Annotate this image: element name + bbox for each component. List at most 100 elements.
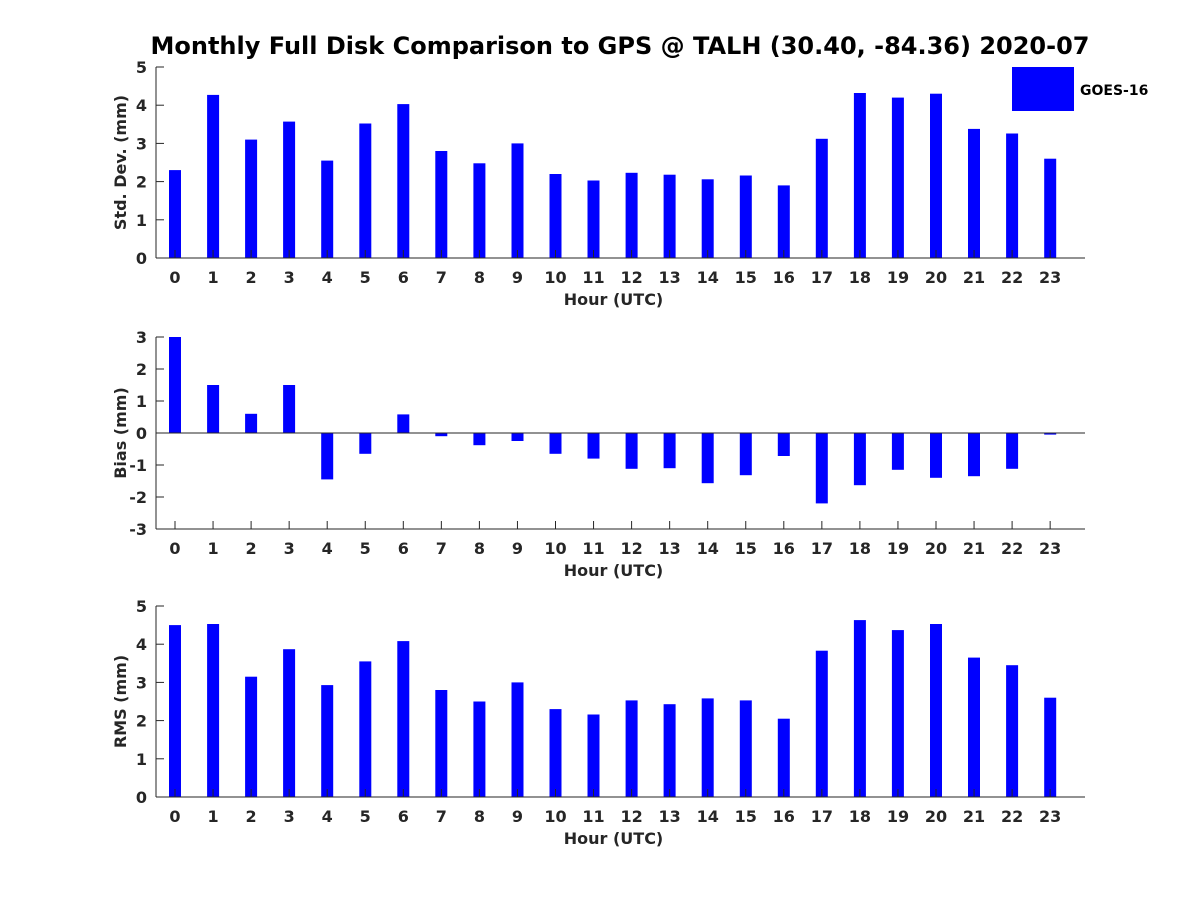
x-tick-label: 21 — [963, 807, 985, 826]
x-tick-label: 19 — [887, 539, 909, 558]
bar — [169, 625, 181, 797]
x-tick-label: 0 — [169, 539, 180, 558]
bar — [815, 433, 828, 504]
x-tick-label: 4 — [322, 268, 333, 287]
x-tick-label: 12 — [620, 807, 642, 826]
x-tick-label: 5 — [360, 268, 371, 287]
x-tick-label: 7 — [436, 807, 447, 826]
x-tick-label: 15 — [735, 807, 757, 826]
x-tick-label: 19 — [887, 268, 909, 287]
bar — [587, 180, 600, 258]
bar — [359, 433, 372, 454]
bar — [777, 718, 790, 797]
x-tick-label: 8 — [474, 807, 485, 826]
y-tick-label: 2 — [136, 360, 147, 379]
y-axis-label: Std. Dev. (mm) — [111, 95, 130, 230]
bar — [245, 676, 258, 797]
x-tick-label: 3 — [284, 268, 295, 287]
bar — [1044, 697, 1057, 797]
x-tick-label: 2 — [246, 268, 257, 287]
x-tick-label: 15 — [735, 539, 757, 558]
bar — [968, 433, 980, 477]
bar — [891, 433, 904, 470]
bar — [587, 433, 600, 459]
bar — [625, 433, 638, 469]
x-tick-label: 18 — [849, 539, 871, 558]
chart-title: Monthly Full Disk Comparison to GPS @ TA… — [151, 32, 1090, 60]
bar — [359, 123, 372, 258]
x-tick-label: 11 — [582, 807, 604, 826]
bar — [815, 138, 828, 258]
x-tick-label: 8 — [474, 268, 485, 287]
x-tick-label: 17 — [811, 268, 833, 287]
x-tick-label: 9 — [512, 268, 523, 287]
bar — [245, 413, 258, 433]
x-axis-label: Hour (UTC) — [564, 829, 664, 848]
bar — [1044, 158, 1057, 258]
x-tick-label: 23 — [1039, 539, 1061, 558]
x-tick-label: 1 — [207, 539, 218, 558]
x-tick-label: 5 — [360, 539, 371, 558]
x-tick-label: 3 — [284, 539, 295, 558]
bar — [777, 433, 790, 456]
bar — [587, 714, 600, 797]
x-tick-label: 17 — [811, 539, 833, 558]
bar — [701, 433, 714, 484]
x-tick-label: 23 — [1039, 268, 1061, 287]
x-tick-label: 6 — [398, 268, 409, 287]
x-tick-label: 3 — [284, 807, 295, 826]
bar — [701, 179, 714, 258]
bar — [739, 175, 752, 258]
bar — [169, 337, 181, 433]
y-tick-label: 5 — [136, 597, 147, 616]
bar — [1006, 665, 1019, 797]
bar — [511, 682, 524, 797]
y-axis-label: Bias (mm) — [111, 387, 130, 479]
x-tick-label: 1 — [207, 268, 218, 287]
x-tick-label: 21 — [963, 268, 985, 287]
bar — [853, 93, 866, 258]
x-tick-label: 18 — [849, 268, 871, 287]
x-tick-label: 0 — [169, 807, 180, 826]
bar — [207, 385, 220, 433]
x-tick-label: 17 — [811, 807, 833, 826]
x-tick-label: 18 — [849, 807, 871, 826]
x-tick-label: 10 — [544, 268, 566, 287]
bar — [701, 698, 714, 797]
x-tick-label: 20 — [925, 807, 947, 826]
x-tick-label: 14 — [697, 268, 719, 287]
bar — [549, 433, 562, 454]
bar — [815, 650, 828, 797]
bar — [549, 709, 562, 797]
x-tick-label: 4 — [322, 539, 333, 558]
x-tick-label: 7 — [436, 268, 447, 287]
bar — [511, 433, 524, 441]
x-tick-label: 5 — [360, 807, 371, 826]
x-tick-label: 9 — [512, 807, 523, 826]
bar — [739, 700, 752, 797]
bar — [397, 104, 410, 258]
x-tick-label: 21 — [963, 539, 985, 558]
bar — [473, 163, 486, 258]
bar — [663, 704, 676, 797]
bar — [663, 174, 676, 258]
x-tick-label: 16 — [773, 807, 795, 826]
legend-label: GOES-16 — [1080, 83, 1148, 99]
bar — [930, 624, 942, 797]
y-tick-label: 1 — [136, 392, 147, 411]
bar — [321, 433, 334, 480]
bar — [777, 185, 790, 258]
x-axis-label: Hour (UTC) — [564, 561, 664, 580]
bar — [891, 97, 904, 258]
bar — [283, 385, 296, 433]
y-tick-label: 3 — [136, 134, 147, 153]
x-tick-label: 22 — [1001, 268, 1023, 287]
y-tick-label: -3 — [129, 520, 147, 539]
x-tick-label: 16 — [773, 268, 795, 287]
y-tick-label: 4 — [136, 96, 147, 115]
bar — [930, 433, 942, 478]
x-tick-label: 14 — [697, 539, 719, 558]
y-tick-label: 5 — [136, 58, 147, 77]
x-tick-label: 6 — [398, 807, 409, 826]
